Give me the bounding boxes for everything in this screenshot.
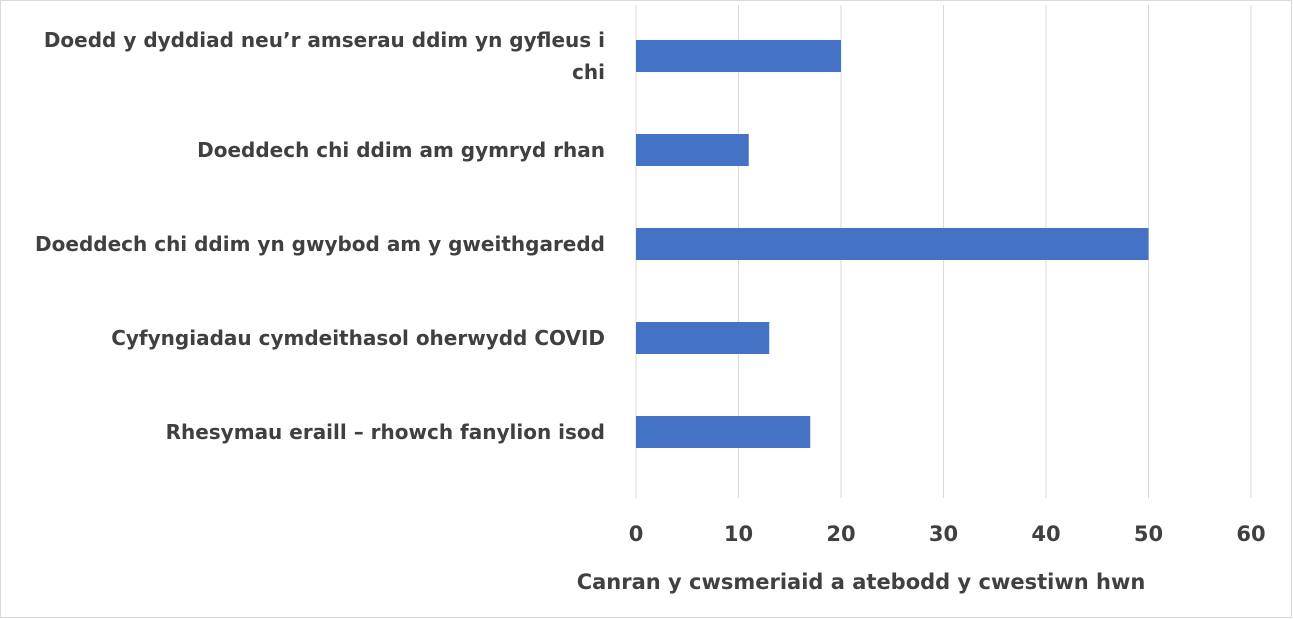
x-tick-label: 60: [1236, 522, 1265, 546]
y-tick-label: Doeddech chi ddim am gymryd rhan: [197, 138, 605, 162]
bar: [636, 228, 1149, 260]
y-tick-label: Cyfyngiadau cymdeithasol oherwydd COVID: [111, 326, 605, 350]
bar: [636, 40, 841, 72]
y-tick-label: Doeddech chi ddim yn gwybod am y gweithg…: [35, 232, 605, 256]
x-tick-label: 30: [929, 522, 958, 546]
category-label-box: Cyfyngiadau cymdeithasol oherwydd COVID: [111, 326, 605, 350]
bar: [636, 322, 770, 354]
x-tick-label: 10: [724, 522, 753, 546]
y-tick-label: Doedd y dyddiad neu’r amserau ddim yn gy…: [43, 28, 605, 84]
category-label-box: Doeddech chi ddim yn gwybod am y gweithg…: [35, 232, 605, 256]
x-axis-title: Canran y cwsmeriaid a atebodd y cwestiwn…: [577, 570, 1146, 594]
x-tick-label: 50: [1134, 522, 1163, 546]
bar: [636, 416, 811, 448]
y-tick-label: Rhesymau eraill – rhowch fanylion isod: [165, 420, 605, 444]
x-tick-label: 40: [1031, 522, 1060, 546]
category-label-box: Rhesymau eraill – rhowch fanylion isod: [165, 420, 605, 444]
category-label-box: Doeddech chi ddim am gymryd rhan: [197, 138, 605, 162]
x-tick-label: 20: [826, 522, 855, 546]
x-tick-label: 0: [629, 522, 644, 546]
bar: [636, 134, 749, 166]
category-label-box: Doedd y dyddiad neu’r amserau ddim yn gy…: [43, 28, 605, 84]
